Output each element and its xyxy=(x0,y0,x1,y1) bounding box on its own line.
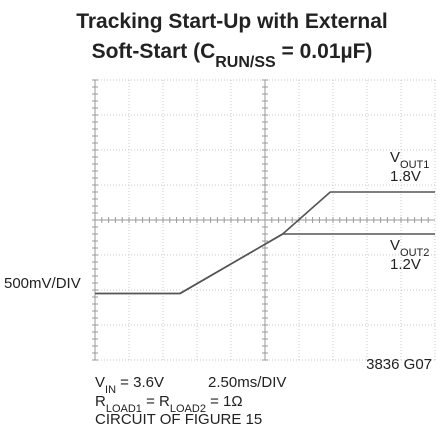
legend-label: 1.2V xyxy=(390,256,421,273)
legend-label-part: 1.2V xyxy=(390,256,421,273)
note-part: IN xyxy=(105,384,116,396)
legend-label: VOUT2 xyxy=(390,237,429,259)
legend-label-part: OUT2 xyxy=(400,247,429,259)
legend-label-part: OUT1 xyxy=(400,159,429,171)
note-part: = 3.6V xyxy=(116,374,164,391)
note-part: CIRCUIT OF FIGURE 15 xyxy=(95,411,262,428)
legend-label-part: V xyxy=(390,237,400,254)
note-part: = R xyxy=(142,393,170,410)
note-part: V xyxy=(95,374,105,391)
note-part: R xyxy=(95,393,106,410)
note: RLOAD1 = RLOAD2 = 1Ω xyxy=(95,393,243,415)
chart-title-part: Soft-Start (C xyxy=(92,40,216,63)
chart-title: Soft-Start (CRUN/SS = 0.01µF) xyxy=(92,40,373,71)
legend-label-part: V xyxy=(390,149,400,166)
note-part: = 1Ω xyxy=(206,393,243,410)
trace xyxy=(95,233,435,295)
note-part: LOAD2 xyxy=(170,403,206,415)
note: VIN = 3.6V xyxy=(95,374,164,396)
chart-title-part: = 0.01µF) xyxy=(276,40,373,63)
legend-label: VOUT1 xyxy=(390,149,429,171)
chart-title-part: RUN/SS xyxy=(215,54,276,71)
y-scale-label: 500mV/DIV xyxy=(4,275,81,292)
figure-id: 3836 G07 xyxy=(366,356,432,373)
legend-label-part: 1.8V xyxy=(390,168,421,185)
note: CIRCUIT OF FIGURE 15 xyxy=(95,411,262,428)
chart-title: Tracking Start-Up with External xyxy=(76,10,388,33)
legend-label: 1.8V xyxy=(390,168,421,185)
x-scale-label: 2.50ms/DIV xyxy=(208,374,286,391)
chart-title-part: Tracking Start-Up with External xyxy=(76,10,388,33)
note-part: LOAD1 xyxy=(106,403,142,415)
